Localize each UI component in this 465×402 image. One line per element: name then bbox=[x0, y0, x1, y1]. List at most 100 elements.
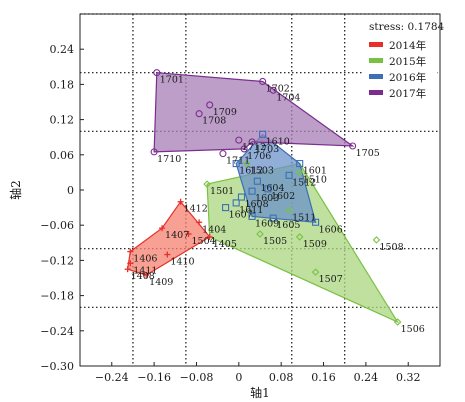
point-label-1705: 1705 bbox=[356, 148, 380, 159]
point-label-1509: 1509 bbox=[303, 239, 327, 250]
x-tick-label: 0.24 bbox=[354, 371, 379, 384]
point-1407 bbox=[159, 225, 166, 232]
y-axis-title: 轴2 bbox=[8, 180, 23, 200]
point-label-1510: 1510 bbox=[303, 174, 327, 185]
legend: stress: 0.1784 2014年 2015年 2016年 2017年 bbox=[363, 16, 445, 102]
point-1506 bbox=[393, 318, 402, 326]
point-label-1610: 1610 bbox=[266, 136, 290, 147]
y-tick-label: 0.18 bbox=[50, 78, 75, 91]
y-tick-label: −0.24 bbox=[40, 325, 74, 338]
axis-ticks: −0.24 −0.16 −0.08 0 0.08 0.16 0.24 0.32 0.24 0.18… bbox=[40, 43, 420, 384]
point-1606 bbox=[312, 218, 320, 226]
point-1706 bbox=[240, 145, 248, 153]
point-1603 bbox=[248, 187, 256, 195]
point-label-1606: 1606 bbox=[319, 224, 343, 235]
point-label-1704: 1704 bbox=[276, 92, 300, 103]
point-1711 bbox=[219, 150, 227, 158]
point-1709 bbox=[206, 101, 214, 109]
point-1705 bbox=[349, 142, 357, 150]
legend-label: 2016年 bbox=[389, 71, 426, 84]
point-1702 bbox=[259, 77, 267, 86]
point-label-1607: 1607 bbox=[229, 210, 253, 221]
point-label-1703: 1703 bbox=[255, 144, 279, 155]
point-label-1511: 1511 bbox=[292, 213, 316, 224]
stress-value: stress: 0.1784 bbox=[369, 21, 445, 33]
data-points bbox=[124, 69, 402, 326]
legend-label: 2014年 bbox=[389, 39, 426, 52]
point-1510 bbox=[295, 168, 304, 177]
point-label-1412: 1412 bbox=[184, 204, 208, 215]
point-1406 bbox=[127, 248, 134, 255]
point-1411 bbox=[127, 260, 134, 267]
point-label-1512: 1512 bbox=[292, 177, 316, 188]
point-1708 bbox=[195, 110, 203, 118]
point-1607 bbox=[222, 204, 230, 212]
point-label-1501: 1501 bbox=[210, 186, 234, 197]
point-label-1701: 1701 bbox=[160, 75, 184, 86]
point-label-1506: 1506 bbox=[401, 324, 425, 335]
point-1609 bbox=[248, 212, 256, 220]
point-1605 bbox=[269, 214, 277, 222]
point-label-1702: 1702 bbox=[266, 83, 290, 94]
point-label-1708: 1708 bbox=[202, 116, 226, 127]
y-tick-label: 0.24 bbox=[50, 43, 75, 56]
point-label-1410: 1410 bbox=[170, 257, 194, 268]
point-1511 bbox=[285, 206, 293, 215]
point-label-1405: 1405 bbox=[213, 239, 237, 250]
y-tick-label: −0.18 bbox=[40, 290, 74, 303]
point-1409 bbox=[143, 272, 150, 279]
point-label-1602: 1602 bbox=[271, 191, 295, 202]
legend-swatch-2015年 bbox=[369, 58, 383, 63]
point-label-1709: 1709 bbox=[213, 107, 237, 118]
y-tick-label: −0.30 bbox=[40, 360, 74, 373]
point-label-1712: 1712 bbox=[242, 142, 266, 153]
point-1505 bbox=[256, 230, 264, 238]
point-label-1603: 1603 bbox=[255, 193, 279, 204]
point-1602 bbox=[264, 185, 272, 193]
x-tick-label: −0.16 bbox=[137, 371, 171, 384]
point-label-1611: 1611 bbox=[239, 205, 263, 216]
point-1608 bbox=[237, 193, 246, 201]
point-1408 bbox=[124, 266, 131, 273]
legend-label: 2017年 bbox=[389, 87, 426, 100]
point-1601 bbox=[296, 160, 304, 168]
point-1701 bbox=[153, 69, 161, 77]
legend-swatch-2017年 bbox=[369, 90, 383, 95]
point-label-1409: 1409 bbox=[149, 277, 173, 288]
point-1508 bbox=[372, 236, 381, 244]
point-label-1505: 1505 bbox=[263, 236, 287, 247]
point-label-1406: 1406 bbox=[133, 254, 157, 265]
x-tick-label: −0.08 bbox=[180, 371, 214, 384]
group-hulls bbox=[126, 72, 400, 324]
point-label-1604: 1604 bbox=[260, 183, 284, 194]
point-1612 bbox=[232, 160, 240, 168]
point-label-1508: 1508 bbox=[379, 242, 403, 253]
point-label-1710: 1710 bbox=[157, 154, 181, 165]
point-1504 bbox=[185, 231, 192, 237]
point-1405 bbox=[206, 233, 213, 240]
point-1704 bbox=[269, 86, 277, 94]
point-label-1408: 1408 bbox=[131, 271, 155, 282]
point-1501 bbox=[203, 180, 211, 188]
point-label-1609: 1609 bbox=[255, 218, 279, 229]
point-1509 bbox=[295, 233, 304, 241]
point-label-1706: 1706 bbox=[247, 151, 271, 162]
point-1610 bbox=[259, 130, 267, 138]
x-tick-label: 0 bbox=[235, 371, 242, 384]
y-tick-label: 0.12 bbox=[50, 114, 75, 127]
point-1412 bbox=[177, 198, 184, 205]
point-label-1605: 1605 bbox=[276, 220, 300, 231]
y-tick-label: 0.06 bbox=[50, 149, 75, 162]
point-label-1404: 1404 bbox=[202, 224, 226, 235]
x-axis-title: 轴1 bbox=[250, 385, 270, 400]
legend-swatch-2014年 bbox=[369, 42, 383, 47]
y-tick-label: −0.12 bbox=[40, 254, 74, 267]
point-1712 bbox=[235, 136, 243, 144]
x-tick-label: 0.08 bbox=[269, 371, 294, 384]
point-label-1407: 1407 bbox=[165, 230, 189, 241]
x-tick-label: 0.32 bbox=[396, 371, 421, 384]
point-label-1601: 1601 bbox=[303, 166, 327, 177]
legend-swatch-2016年 bbox=[369, 74, 383, 79]
